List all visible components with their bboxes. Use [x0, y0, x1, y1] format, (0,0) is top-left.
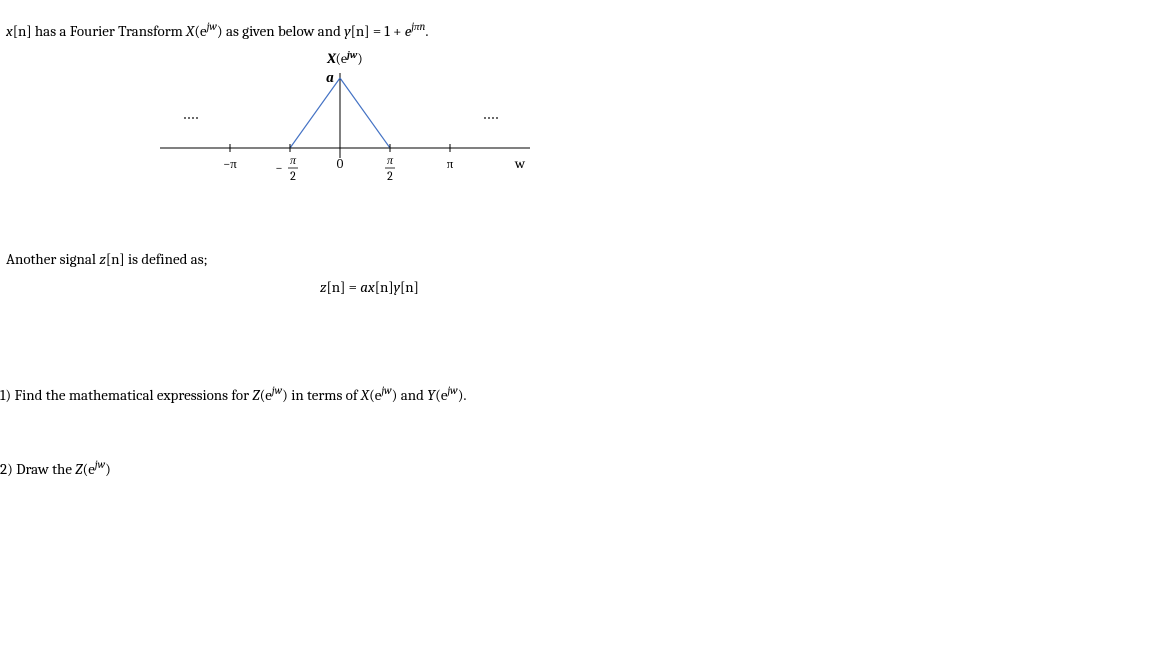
- equation-z: z[n] = ax[n]y[n]: [320, 278, 1152, 296]
- svg-text:−π: −π: [223, 157, 237, 172]
- svg-text:w: w: [514, 155, 526, 172]
- intro-text: x[n] has a Fourier Transform X(ejw) as g…: [6, 20, 1152, 40]
- svg-text:2: 2: [387, 169, 393, 183]
- another-signal-text: Another signal z[n] is defined as;: [6, 250, 1152, 268]
- exp-jpin: jπn: [411, 20, 425, 33]
- svg-text:a: a: [326, 69, 334, 86]
- svg-text:π: π: [387, 153, 394, 167]
- exp-jw: jw: [207, 20, 217, 33]
- svg-text:X(ejw): X(ejw): [326, 49, 362, 67]
- var-x: x: [6, 22, 13, 40]
- svg-text:2: 2: [290, 169, 296, 183]
- svg-text:−: −: [275, 161, 282, 176]
- question-2: 2) Draw the Z(ejw): [0, 458, 1152, 478]
- fourier-chart: X(ejw)a−π−π20π2πw: [150, 48, 1152, 212]
- svg-text:π: π: [447, 157, 454, 172]
- question-1: 1) Find the mathematical expressions for…: [0, 384, 1152, 404]
- svg-text:0: 0: [337, 157, 344, 172]
- svg-text:π: π: [290, 153, 297, 167]
